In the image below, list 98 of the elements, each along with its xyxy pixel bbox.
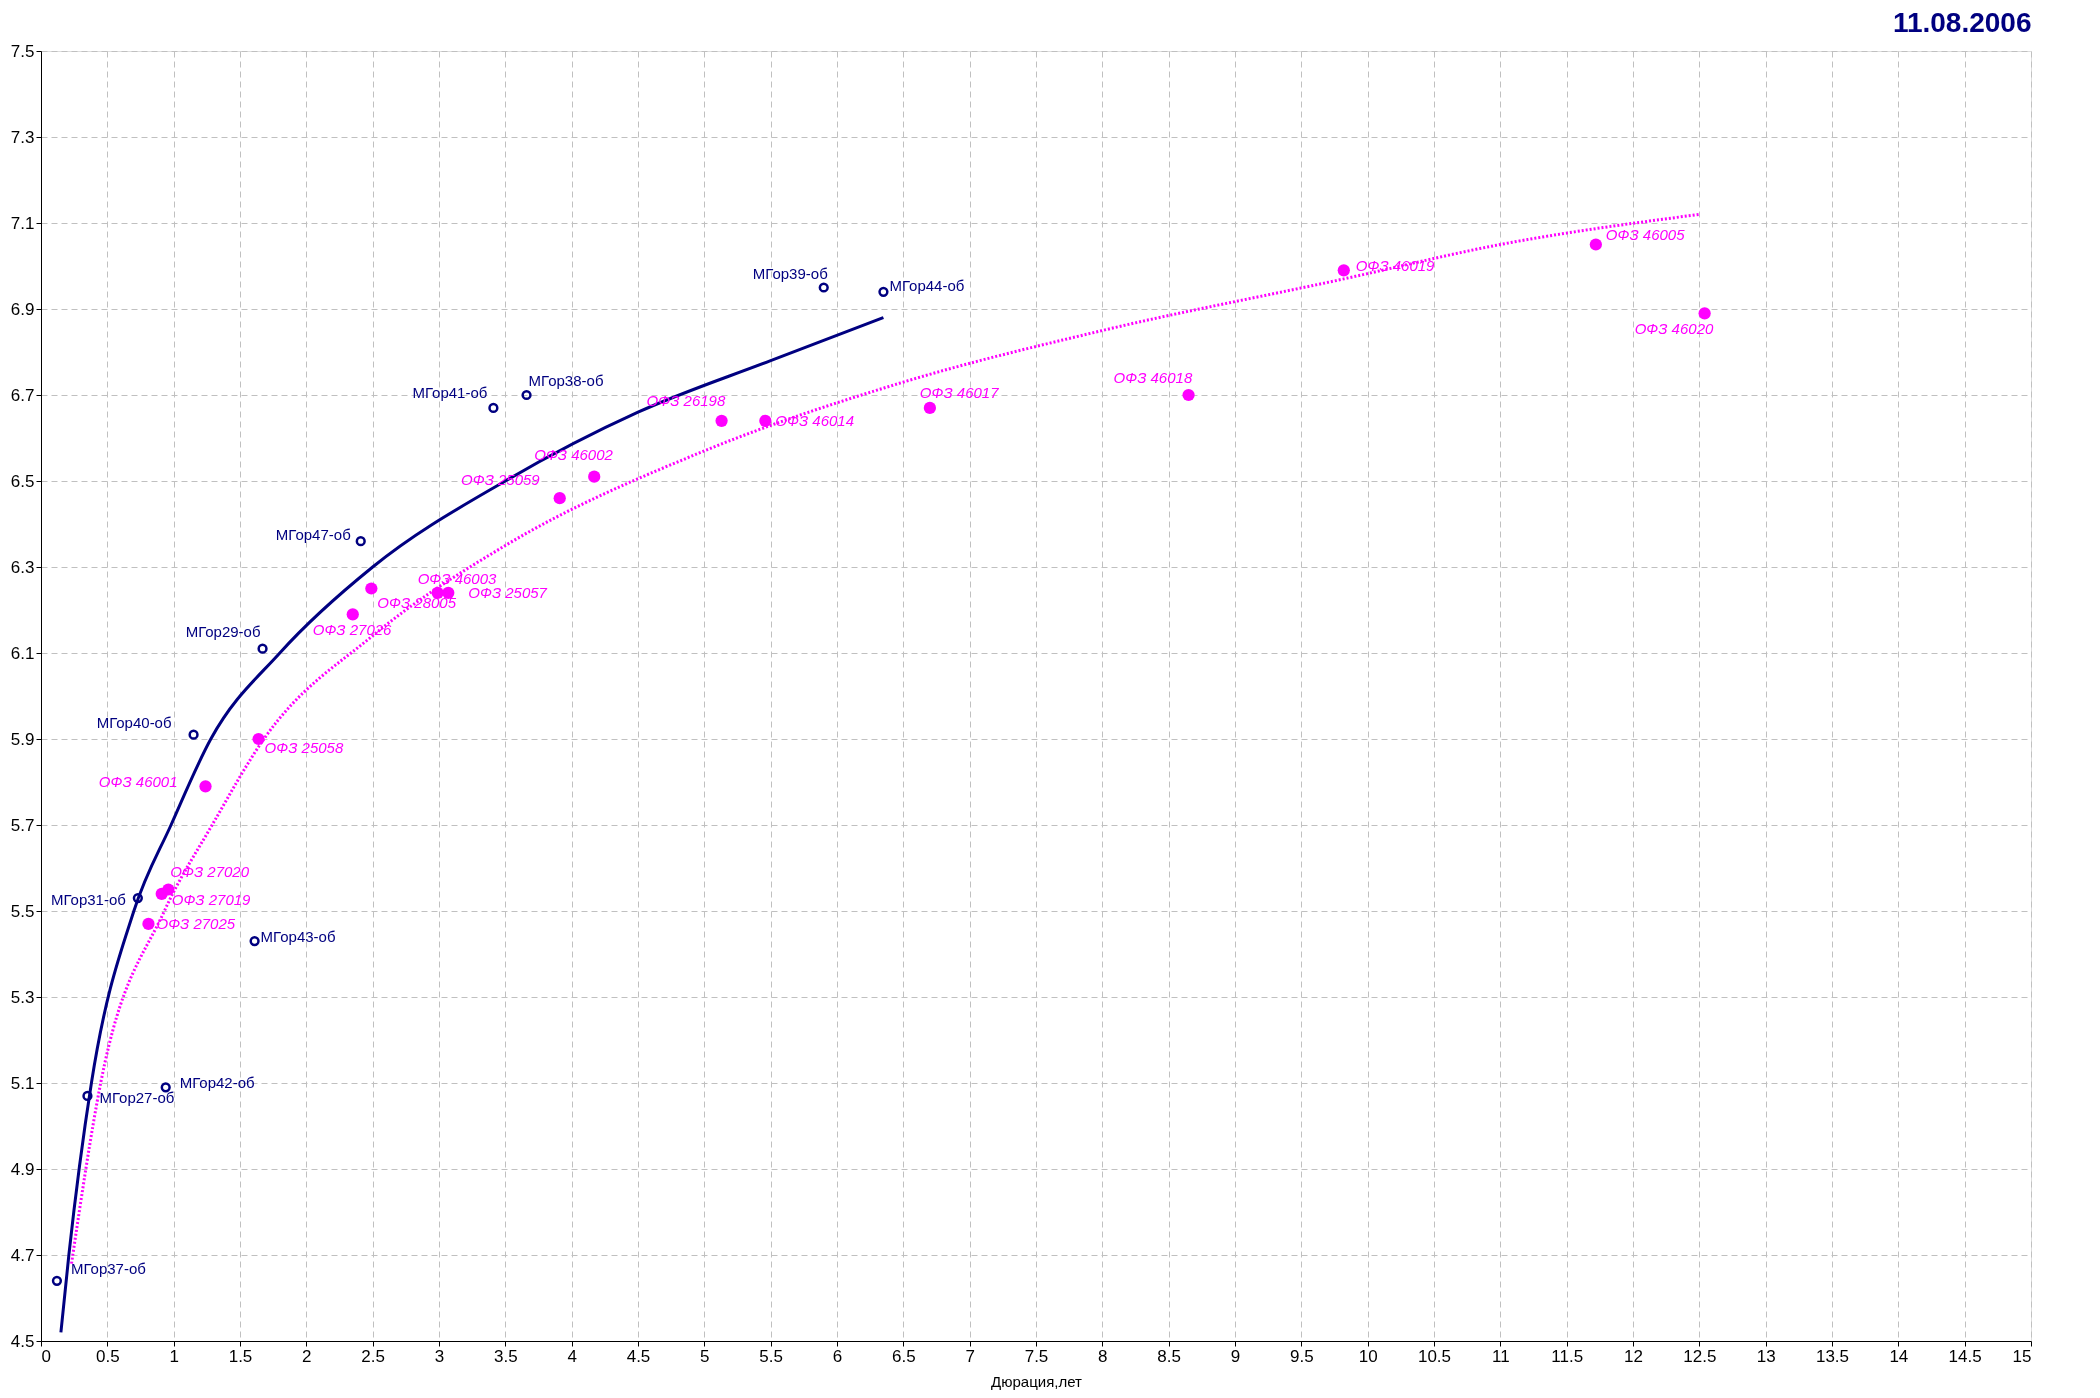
annotation: ОФЗ 46001 xyxy=(98,773,178,791)
point xyxy=(818,282,829,293)
point xyxy=(51,1275,63,1286)
point xyxy=(878,286,889,297)
point xyxy=(1337,264,1350,277)
point xyxy=(1589,238,1602,251)
annotation: ОФЗ 46014 xyxy=(775,411,855,429)
point xyxy=(715,414,728,427)
point xyxy=(365,582,378,595)
x-tick-label: 8 xyxy=(1098,1346,1108,1366)
x-tick-label: 12.5 xyxy=(1683,1346,1717,1366)
point xyxy=(82,1090,93,1102)
annotation: МГор27-об xyxy=(99,1088,175,1106)
point xyxy=(442,586,455,599)
x-tick-label: 9 xyxy=(1230,1346,1241,1366)
annotation: МГор39-об xyxy=(752,264,828,282)
point xyxy=(188,729,199,740)
x-tick-label: 0 xyxy=(41,1346,51,1366)
y-tick-label: 6.9 xyxy=(10,299,35,319)
x-tick-label: 3 xyxy=(434,1346,445,1366)
x-tick-label: 4.5 xyxy=(626,1346,651,1366)
annotation: ОФЗ 46020 xyxy=(1634,320,1714,338)
annotation: ОФЗ 27019 xyxy=(171,890,252,908)
point xyxy=(346,608,359,621)
x-tick-label: 1.5 xyxy=(228,1346,253,1366)
x-tick-label: 10 xyxy=(1358,1346,1378,1366)
y-tick-label: 7.5 xyxy=(10,41,35,61)
y-tick-label: 5.3 xyxy=(10,987,35,1007)
x-tick-label: 13 xyxy=(1756,1346,1776,1366)
point xyxy=(521,389,532,401)
annotation: ОФЗ 27025 xyxy=(156,914,236,932)
point xyxy=(923,401,936,415)
y-tick-label: 6.5 xyxy=(10,471,35,491)
x-tick-label: 0.5 xyxy=(96,1346,120,1366)
x-tick-label: 14.5 xyxy=(1948,1346,1982,1366)
annotation: МГор31-об xyxy=(50,891,126,909)
x-tick-label: 10.5 xyxy=(1417,1346,1452,1366)
point xyxy=(1698,307,1711,320)
annotation: ОФЗ 46017 xyxy=(919,383,1000,401)
point xyxy=(132,892,143,904)
x-tick-label: 6.5 xyxy=(892,1346,916,1366)
point xyxy=(355,536,366,547)
point xyxy=(155,887,168,900)
x-tick-label: 11 xyxy=(1492,1346,1510,1366)
x-tick-label: 1 xyxy=(169,1346,179,1366)
x-tick-label: 9.5 xyxy=(1290,1346,1314,1366)
point xyxy=(249,935,260,947)
point xyxy=(759,414,772,427)
point xyxy=(142,917,155,931)
x-tick-label: 11.5 xyxy=(1551,1346,1584,1366)
y-tick-label: 5.7 xyxy=(10,815,35,835)
x-tick-label: 5.5 xyxy=(759,1346,783,1366)
y-tick-label: 6.7 xyxy=(10,385,35,405)
x-tick-label: 7 xyxy=(965,1346,975,1366)
annotation: МГор47-об xyxy=(275,526,351,544)
y-tick-label: 7.3 xyxy=(10,127,35,147)
chart-title: 11.08.2006 xyxy=(1892,7,2032,38)
annotation: ОФЗ 27020 xyxy=(170,862,250,880)
x-tick-label: 5 xyxy=(700,1346,710,1366)
y-tick-label: 4.9 xyxy=(10,1159,35,1179)
x-tick-label: 2 xyxy=(302,1346,312,1366)
x-tick-label: 15 xyxy=(2012,1346,2032,1366)
annotation: МГор37-об xyxy=(70,1259,146,1277)
x-tick-label: 7.5 xyxy=(1024,1346,1049,1366)
annotation: МГор38-об xyxy=(528,372,604,389)
y-tick-label: 6.1 xyxy=(10,643,35,663)
y-tick-label: 7.1 xyxy=(10,213,35,233)
x-axis-title: Дюрация,лет xyxy=(991,1372,1083,1390)
x-tick-label: 4 xyxy=(567,1346,577,1366)
y-tick-label: 4.5 xyxy=(10,1331,35,1351)
annotation: МГор43-об xyxy=(260,928,336,946)
x-tick-label: 8.5 xyxy=(1157,1346,1181,1366)
point xyxy=(553,492,566,505)
point xyxy=(257,643,268,654)
y-tick-label: 5.1 xyxy=(10,1073,35,1093)
annotation: МГор41-об xyxy=(412,383,488,401)
y-tick-label: 5.9 xyxy=(10,729,35,749)
x-tick-label: 14 xyxy=(1889,1346,1909,1366)
point xyxy=(1182,388,1195,402)
annotation: ОФЗ 25058 xyxy=(264,739,344,756)
annotation: МГор40-об xyxy=(96,713,172,731)
point xyxy=(488,402,499,414)
point xyxy=(588,470,601,483)
x-tick-label: 6 xyxy=(832,1346,843,1366)
x-tick-label: 2.5 xyxy=(361,1346,385,1366)
x-tick-label: 3.5 xyxy=(494,1346,518,1366)
annotation: ОФЗ 28005 xyxy=(377,593,457,611)
y-tick-label: 4.7 xyxy=(10,1245,35,1265)
annotation: ОФЗ 46005 xyxy=(1605,225,1686,243)
x-tick-label: 12 xyxy=(1624,1346,1643,1366)
point xyxy=(199,780,212,793)
annotation: МГор44-об xyxy=(889,276,965,294)
annotation: ОФЗ 46018 xyxy=(1113,369,1193,386)
y-tick-label: 6.3 xyxy=(10,557,35,577)
y-tick-label: 5.5 xyxy=(10,901,35,921)
x-tick-label: 13.5 xyxy=(1815,1346,1850,1366)
annotation: МГор29-об xyxy=(185,622,261,640)
annotation: МГор42-об xyxy=(179,1074,255,1092)
